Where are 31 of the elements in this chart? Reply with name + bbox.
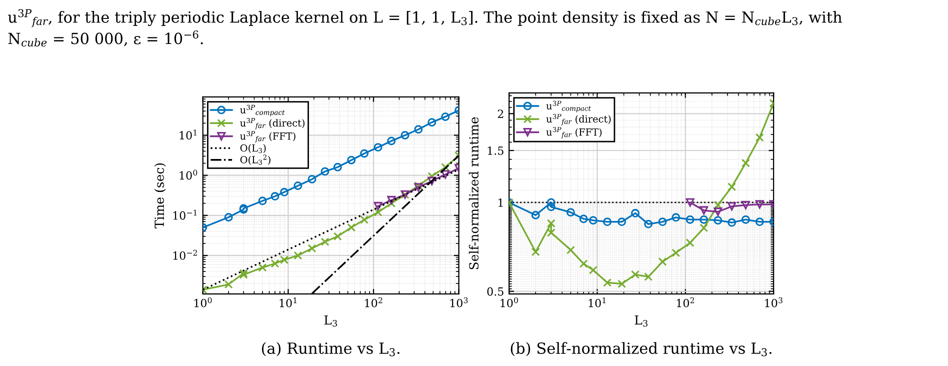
x-tick-label: 10$^{0}$ bbox=[194, 297, 212, 308]
x-tick-label: 10$^{3}$ bbox=[450, 297, 468, 308]
y-tick-label: 0.5 bbox=[487, 287, 504, 296]
y-tick-label: 10$^{−2}$ bbox=[173, 250, 197, 260]
text: u$^{3P}$$_{far}$, for the triply periodic Laplace kernel on L = [1, 1, L$_{3}$]. The point density is fixed as N = N$_{cube}$L$_{3}$, with bbox=[8, 9, 842, 28]
y-tick-label: 2 bbox=[498, 110, 504, 118]
y-axis-title: Time (sec) bbox=[154, 163, 166, 228]
text: (b) Self-normalized runtime vs L$_{3}$. bbox=[510, 342, 772, 356]
legend-label: O(L$_{3}$) bbox=[240, 144, 266, 154]
legend-label: O(L$_{3}$$^{2}$) bbox=[240, 154, 270, 165]
y-tick-label: 10$^{−1}$ bbox=[173, 210, 197, 220]
legend-label: u$^{3P}$$_{compact}$ bbox=[240, 104, 285, 116]
text: (a) Runtime vs L$_{3}$. bbox=[262, 342, 400, 356]
y-tick-label: 10$^{1}$ bbox=[180, 130, 197, 140]
x-tick-label: 10$^{1}$ bbox=[280, 297, 296, 308]
legend-label: u$^{3P}$$_{far}$ (FFT) bbox=[546, 126, 602, 139]
x-tick-label: 10$^{1}$ bbox=[588, 297, 606, 308]
x-tick-label: 10$^{2}$ bbox=[365, 297, 382, 308]
x-tick-label: 10$^{2}$ bbox=[676, 297, 694, 308]
legend-label: u$^{3P}$$_{far}$ (FFT) bbox=[240, 131, 296, 143]
x-axis-title: L$_{3}$ bbox=[634, 315, 648, 327]
y-tick-label: 1.5 bbox=[488, 146, 504, 155]
x-axis-title: L$_{3}$ bbox=[324, 315, 337, 327]
legend-label: u$^{3P}$$_{far}$ (direct) bbox=[546, 114, 611, 126]
x-tick-label: 10$^{3}$ bbox=[765, 297, 782, 308]
y-axis-title: Self-normalized runtime bbox=[468, 117, 479, 270]
legend-label: u$^{3P}$$_{far}$ (direct) bbox=[240, 118, 304, 130]
text: N$_{cube}$ = 50 000, ε = 10$^{−6}$. bbox=[8, 30, 203, 47]
legend-label: u$^{3P}$$_{compact}$ bbox=[546, 100, 591, 112]
y-tick-label: 1 bbox=[498, 198, 503, 207]
y-tick-label: 10$^{0}$ bbox=[180, 170, 198, 180]
